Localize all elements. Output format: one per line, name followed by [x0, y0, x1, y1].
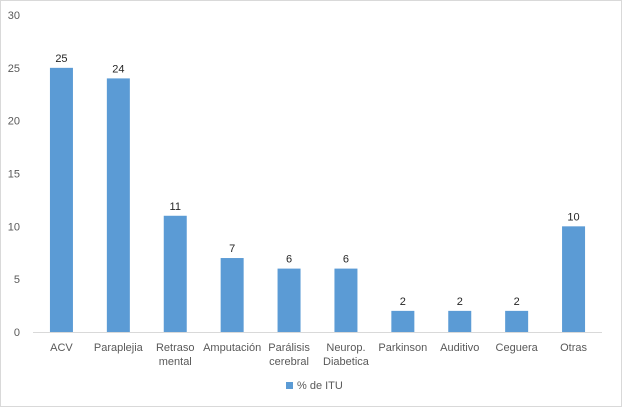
y-tick-label: 30 [8, 10, 20, 22]
data-label: 11 [170, 201, 181, 213]
y-tick-label: 20 [8, 116, 20, 128]
data-label: 2 [514, 296, 520, 308]
bar [334, 268, 358, 332]
data-label: 6 [343, 254, 349, 266]
x-axis-tick-labels: ACV Paraplejia Retraso mental Amputación Pará… [50, 342, 587, 368]
data-label: 7 [229, 243, 235, 255]
bar [49, 67, 73, 332]
bar [562, 226, 586, 332]
x-tick-label: Parálisis [268, 342, 310, 354]
x-tick-label: Paraplejia [94, 342, 144, 354]
bar [220, 258, 244, 332]
legend: % de ITU [286, 380, 343, 392]
bar [505, 310, 529, 332]
data-label: 2 [457, 296, 463, 308]
legend-swatch [286, 382, 293, 389]
bar [163, 215, 187, 332]
x-tick-label: Amputación [203, 342, 261, 354]
x-tick-label: cerebral [269, 356, 309, 368]
x-tick-label: mental [159, 356, 192, 368]
x-tick-label: Diabetica [323, 356, 370, 368]
x-tick-label: Auditivo [440, 342, 479, 354]
x-tick-label: Ceguera [496, 342, 539, 354]
data-label: 2 [400, 296, 406, 308]
y-tick-label: 15 [8, 169, 20, 181]
y-tick-label: 0 [14, 327, 20, 339]
y-tick-label: 5 [14, 274, 20, 286]
data-label: 6 [286, 254, 292, 266]
data-labels: 25 24 11 7 6 6 2 2 2 10 [55, 53, 579, 308]
x-tick-label: Neurop. [326, 342, 365, 354]
y-axis-tick-labels: 0 5 10 15 20 25 30 [8, 10, 20, 339]
x-tick-label: Otras [560, 342, 587, 354]
data-label: 24 [112, 63, 124, 75]
x-tick-label: Retraso [156, 342, 195, 354]
bar [391, 310, 415, 332]
y-tick-label: 25 [8, 63, 20, 75]
x-tick-label: Parkinson [378, 342, 427, 354]
x-tick-label: ACV [50, 342, 73, 354]
y-tick-label: 10 [8, 221, 20, 233]
data-label: 25 [55, 53, 67, 65]
bar [277, 268, 301, 332]
data-label: 10 [567, 211, 579, 223]
bar [448, 310, 472, 332]
bars [49, 67, 586, 333]
legend-label: % de ITU [297, 380, 343, 392]
bar [106, 78, 130, 333]
